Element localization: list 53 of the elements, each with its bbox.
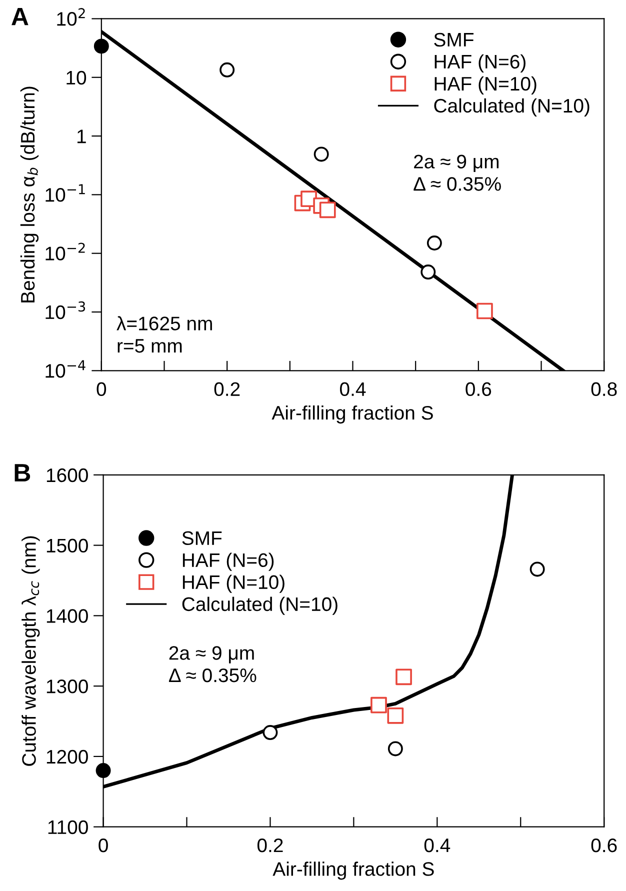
legend-label: HAF (N=6) — [182, 552, 274, 571]
y-axis-title: Cutoff wavelength λ$_{cc}$ (nm) — [22, 536, 40, 766]
y-tick-label: 10$^{−4}$ — [46, 360, 86, 378]
x-tick-label: 0.4 — [340, 382, 366, 396]
point — [476, 302, 493, 320]
x-tick-label: 0 — [96, 382, 106, 396]
x-tick-label: 0.6 — [591, 838, 617, 852]
x-tick-label: 0.2 — [257, 838, 283, 852]
annotation: λ=1625 nm r=5 mm — [116, 316, 212, 353]
x-tick-label: 0.2 — [214, 382, 240, 396]
legend-label: Calculated (N=10) — [182, 596, 338, 615]
x-tick-label: 0.4 — [424, 838, 450, 852]
point — [387, 707, 404, 724]
point — [370, 696, 387, 714]
y-tick-label: 10 — [66, 70, 86, 85]
x-tick-label: 0 — [98, 838, 108, 852]
point — [319, 202, 336, 218]
legend-label: Calculated (N=10) — [434, 98, 590, 116]
point — [262, 725, 278, 740]
y-tick-label: 1300 — [46, 680, 88, 694]
x-tick-label: 0.8 — [591, 382, 617, 396]
point — [396, 668, 412, 686]
point — [96, 763, 111, 778]
legend-label: HAF (N=10) — [434, 76, 536, 94]
legend-label: HAF (N=10) — [182, 574, 284, 593]
annotation: 2a ≈ 9 μm Δ ≈ 0.35% — [168, 646, 256, 682]
legend-label: SMF — [182, 531, 222, 546]
y-tick-label: 1200 — [46, 750, 88, 764]
y-tick-label: 10$^{−2}$ — [46, 242, 85, 260]
x-tick-label: 0.6 — [466, 382, 492, 396]
legend-label: HAF (N=6) — [434, 54, 526, 72]
chart-title: B — [14, 464, 30, 482]
y-tick-label: 10$^{−1}$ — [46, 184, 85, 202]
point — [220, 62, 235, 78]
y-tick-label: 1100 — [48, 820, 88, 834]
legend-label: SMF — [434, 32, 474, 47]
point — [420, 264, 436, 280]
y-tick-label: 1500 — [46, 538, 88, 553]
point — [388, 741, 403, 756]
annotation: 2a ≈ 9 μm Δ ≈ 0.35% — [414, 154, 501, 191]
y-tick-label: 1600 — [46, 468, 88, 482]
chart-title: A — [12, 8, 28, 26]
x-axis-title: Air-filling fraction S — [272, 405, 433, 424]
point — [314, 146, 329, 162]
point — [530, 562, 545, 577]
point — [426, 236, 442, 251]
y-tick-label: 1400 — [46, 609, 88, 623]
y-tick-label: 10$^{−3}$ — [46, 301, 86, 320]
y-axis-title: Bending loss α$_{b}$ (dB/turn) — [20, 86, 39, 302]
point — [94, 38, 109, 54]
x-axis-title: Air-filling fraction S — [272, 862, 434, 880]
y-tick-label: 10$^{2}$ — [57, 8, 85, 26]
y-tick-label: 1 — [78, 130, 86, 144]
